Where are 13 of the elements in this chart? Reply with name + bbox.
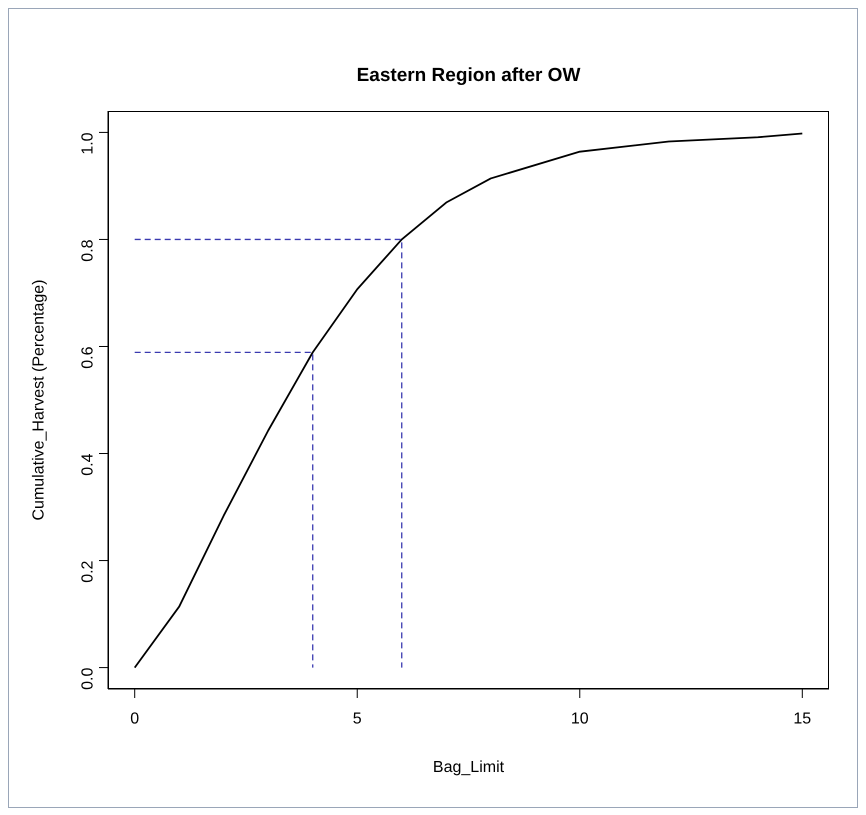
x-tick-label: 10 (570, 710, 589, 728)
y-tick-label: 0.6 (80, 346, 97, 369)
y-tick-label: 1.0 (80, 132, 97, 155)
y-tick-label: 0.2 (80, 560, 97, 583)
chart-title: Eastern Region after OW (356, 65, 582, 87)
y-tick-label: 0.8 (80, 239, 97, 262)
x-tick-label: 15 (793, 710, 812, 728)
y-tick-label: 0.0 (80, 668, 97, 690)
y-tick-label: 0.4 (80, 453, 97, 476)
x-axis-title: Bag_Limit (432, 759, 506, 777)
x-tick-label: 5 (352, 710, 362, 728)
y-axis-title: Cumulative_Harvest (Percentage) (30, 280, 48, 520)
x-tick-label: 0 (130, 710, 140, 728)
